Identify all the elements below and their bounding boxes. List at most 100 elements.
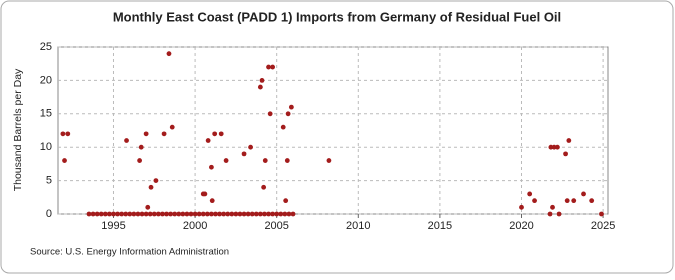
data-point (257, 84, 263, 90)
x-tick-label: 2025 (591, 220, 615, 232)
data-point (90, 211, 96, 217)
data-point (135, 211, 141, 217)
x-tick-label: 1995 (101, 220, 125, 232)
data-point (249, 211, 255, 217)
y-axis-label: Thousand Barrels per Day (12, 68, 24, 191)
data-point (274, 211, 280, 217)
data-point (233, 211, 239, 217)
data-point (102, 211, 108, 217)
data-point (155, 211, 161, 217)
data-point (147, 211, 153, 217)
data-point (124, 138, 129, 143)
y-tick-label: 20 (40, 74, 52, 86)
data-point (115, 211, 120, 217)
data-point (200, 211, 206, 217)
data-point (241, 211, 247, 217)
data-point (60, 131, 66, 137)
data-point (145, 204, 151, 210)
data-point (253, 211, 259, 217)
data-point (168, 211, 174, 217)
x-tick-label: 2020 (509, 220, 533, 232)
data-point (564, 198, 570, 204)
data-point (119, 211, 125, 217)
y-tick-label: 15 (40, 108, 52, 120)
source: Source: U.S. Energy Information Administ… (30, 247, 229, 258)
data-point (566, 138, 572, 143)
data-point (202, 191, 208, 197)
data-point (137, 158, 143, 163)
data-point (547, 211, 553, 217)
data-point (127, 211, 133, 217)
data-point (218, 131, 224, 137)
data-point (209, 164, 214, 170)
data-point (204, 211, 210, 217)
data-point (223, 158, 229, 163)
data-point (267, 111, 273, 117)
data-point (161, 131, 167, 137)
data-point (259, 78, 265, 83)
data-point (192, 211, 198, 217)
data-point (209, 211, 214, 217)
data-point (270, 211, 276, 217)
data-point (527, 191, 533, 197)
data-point (550, 204, 555, 210)
data-point (148, 184, 154, 190)
data-point (169, 124, 175, 130)
data-point (241, 151, 247, 157)
data-point (139, 211, 145, 217)
data-point (532, 198, 537, 204)
data-point (581, 191, 586, 197)
data-point (261, 184, 267, 190)
data-point (213, 211, 218, 217)
data-point (209, 198, 215, 204)
data-point (288, 104, 294, 110)
data-point (151, 211, 157, 217)
data-point (212, 131, 218, 137)
data-point (285, 111, 291, 117)
data-point (107, 211, 112, 217)
data-point (286, 211, 292, 217)
x-tick-label: 2015 (428, 220, 452, 232)
data-point (278, 211, 284, 217)
data-point (599, 211, 604, 217)
data-point (205, 138, 211, 143)
data-point (555, 144, 560, 150)
data-point (86, 211, 92, 217)
data-point (290, 211, 296, 217)
data-point (563, 151, 568, 157)
data-point (283, 198, 289, 204)
data-point (282, 211, 288, 217)
data-point (172, 211, 178, 217)
data-point (160, 211, 165, 217)
data-point (262, 158, 268, 163)
data-point (270, 64, 276, 70)
data-point (556, 211, 562, 217)
data-point (229, 211, 235, 217)
plot-area (57, 46, 609, 215)
data-point (153, 178, 159, 184)
y-tick-label: 25 (40, 41, 52, 53)
data-point (166, 51, 172, 57)
data-point (221, 211, 227, 217)
data-point (94, 211, 100, 217)
data-point (131, 211, 137, 217)
data-point (196, 211, 202, 217)
data-point (589, 198, 595, 204)
data-point (123, 211, 129, 217)
data-point (164, 211, 169, 217)
data-point (519, 204, 524, 210)
x-tick-label: 2005 (264, 220, 288, 232)
y-tick-label: 10 (40, 141, 52, 153)
data-point (248, 144, 253, 150)
data-point (143, 131, 149, 137)
data-point (326, 158, 332, 163)
data-point (62, 158, 67, 163)
data-point (266, 211, 271, 217)
data-point (188, 211, 194, 217)
data-point (184, 211, 190, 217)
x-tick-label: 2010 (346, 220, 370, 232)
data-point (245, 211, 251, 217)
data-point (571, 198, 577, 204)
data-point (217, 211, 222, 217)
